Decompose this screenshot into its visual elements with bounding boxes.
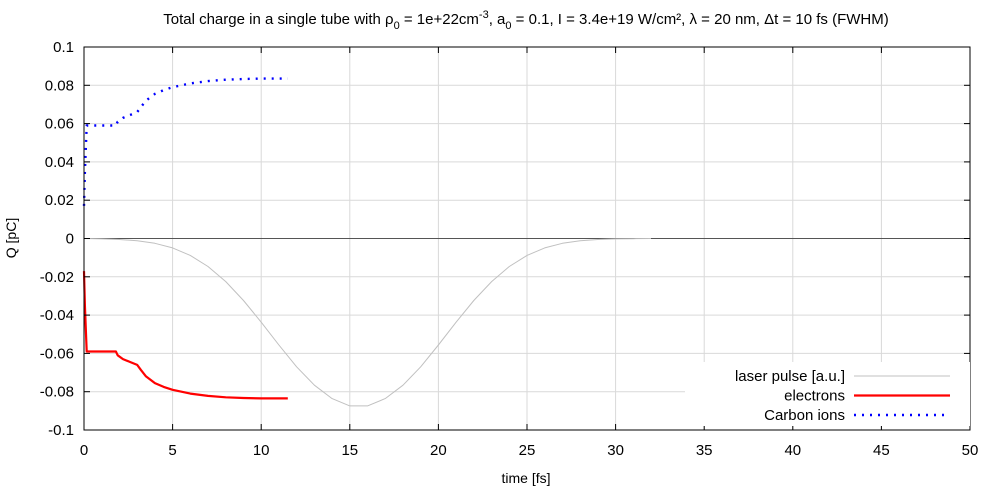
title-rho-subscript: 0 <box>394 20 400 32</box>
title-rho-superscript: -3 <box>479 9 489 21</box>
y-tick-labels: 0.1 0.08 0.06 0.04 0.02 0 -0.02 -0.04 -0.06 -0.08… <box>40 39 74 439</box>
x-tick-label: 25 <box>519 442 536 459</box>
x-tick-label: 35 <box>696 442 713 459</box>
x-tick-label: 0 <box>80 442 88 459</box>
legend-background <box>685 362 970 426</box>
x-tick-label: 5 <box>168 442 176 459</box>
legend: laser pulse [a.u.] electrons Carbon ions <box>685 362 970 426</box>
x-tick-label: 45 <box>873 442 890 459</box>
x-tick-label: 20 <box>430 442 447 459</box>
y-tick-label: 0.1 <box>53 39 74 56</box>
y-tick-label: 0 <box>66 231 74 248</box>
y-tick-label: 0.02 <box>45 192 74 209</box>
y-axis-label: Q [pC] <box>3 218 19 258</box>
title-rho-value: = 1e+22cm <box>400 11 479 28</box>
x-tick-label: 50 <box>962 442 979 459</box>
series-layer <box>82 77 652 407</box>
title-a-part: , a <box>489 11 506 28</box>
y-tick-label: -0.08 <box>40 384 74 401</box>
series-line-0 <box>83 238 652 407</box>
x-axis-label: time [fs] <box>501 470 550 486</box>
y-tick-label: -0.02 <box>40 269 74 286</box>
title-prefix: Total charge in a single tube with ρ <box>163 11 393 28</box>
y-tick-label: -0.1 <box>48 422 74 439</box>
title-rest: = 0.1, I = 3.4e+19 W/cm², λ = 20 nm, Δt … <box>512 11 889 28</box>
x-tick-label: 40 <box>784 442 801 459</box>
legend-label-1: electrons <box>784 388 845 405</box>
y-tick-label: -0.04 <box>40 307 74 324</box>
chart-title: Total charge in a single tube with ρ0 = … <box>163 9 889 32</box>
title-a-subscript: 0 <box>505 20 511 32</box>
legend-label-2: Carbon ions <box>764 407 845 424</box>
y-tick-label: -0.06 <box>40 345 74 362</box>
y-tick-label: 0.04 <box>45 154 74 171</box>
series-line-1 <box>82 271 288 400</box>
x-tick-label: 10 <box>253 442 270 459</box>
y-tick-label: 0.06 <box>45 116 74 133</box>
tick-marks <box>83 46 971 431</box>
x-tick-label: 30 <box>607 442 624 459</box>
x-tick-label: 15 <box>341 442 358 459</box>
x-tick-labels: 0 5 10 15 20 25 30 35 40 45 50 <box>80 442 979 459</box>
y-tick-label: 0.08 <box>45 77 74 94</box>
series-line-2 <box>82 77 288 206</box>
legend-label-0: laser pulse [a.u.] <box>735 368 845 385</box>
